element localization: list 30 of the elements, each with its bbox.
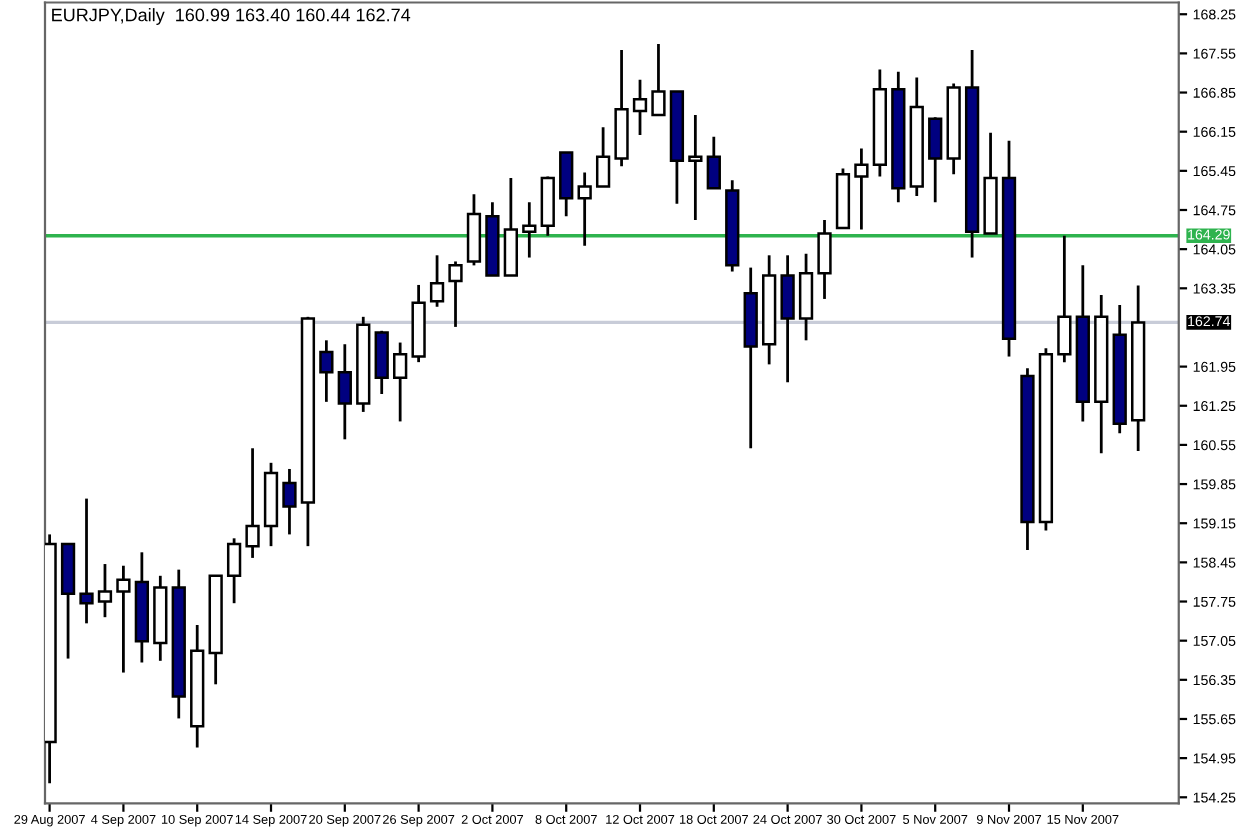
- candlestick: [540, 175, 555, 238]
- candlestick: [522, 200, 537, 259]
- candlestick: [706, 135, 721, 190]
- candlestick: [798, 252, 814, 342]
- candlestick: [780, 253, 795, 384]
- candlestick: [632, 78, 648, 137]
- candlestick: [928, 115, 943, 204]
- candlestick: [374, 329, 389, 396]
- candlestick: [651, 42, 666, 117]
- candlestick: [393, 341, 408, 423]
- candlestick: [854, 147, 869, 231]
- candlestick: [245, 446, 260, 560]
- candlestick: [1057, 234, 1072, 364]
- candlestick: [282, 467, 297, 536]
- candlestick: [319, 338, 334, 404]
- candlestick: [595, 125, 611, 188]
- candlestick: [503, 176, 519, 277]
- candlestick: [817, 218, 832, 301]
- candlestick: [337, 342, 352, 441]
- candlestick: [226, 536, 242, 605]
- candlestick: [429, 253, 445, 309]
- candlestick: [79, 497, 94, 625]
- candlestick: [577, 171, 592, 248]
- candlestick: [688, 113, 703, 222]
- candlestick: [448, 260, 463, 329]
- candlestick: [116, 564, 131, 674]
- candlestick: [559, 151, 574, 218]
- candlestick: [97, 562, 113, 619]
- chart-title: EURJPY,Daily 160.99 163.40 160.44 162.74: [52, 8, 411, 25]
- candlestick: [466, 192, 482, 267]
